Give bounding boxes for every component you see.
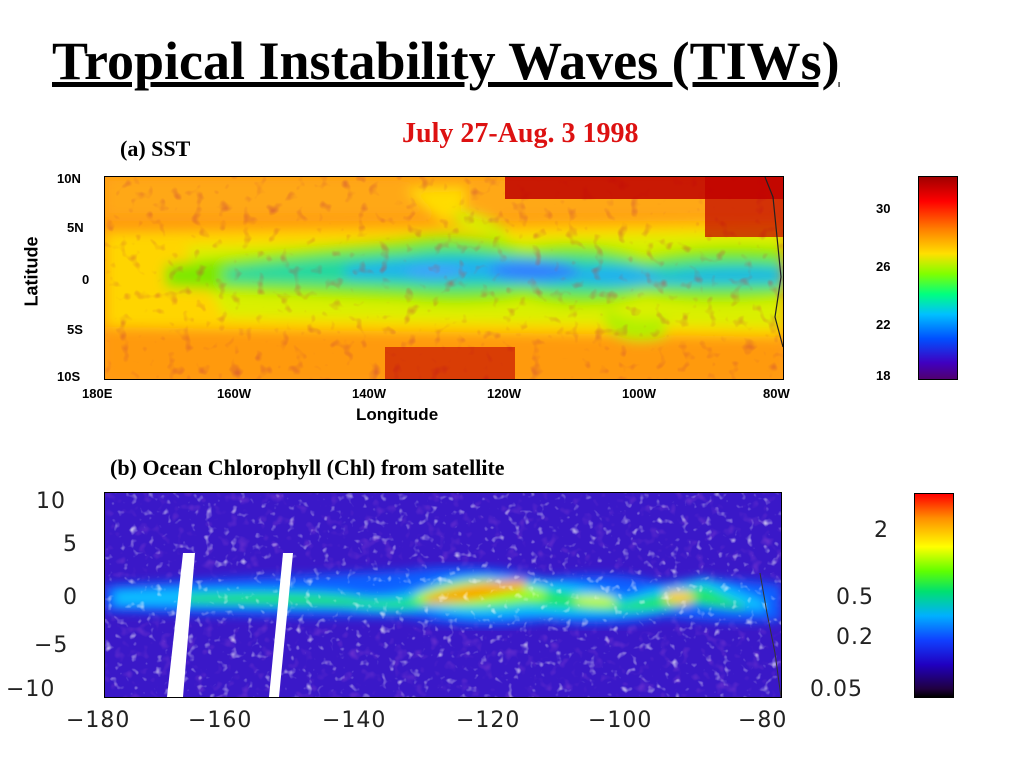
chl-colorbar [914, 493, 954, 698]
chl-y-tick: −5 [34, 633, 69, 658]
panel-a-label: (a) SST [120, 136, 191, 161]
sst-colorbar-tick: 30 [876, 201, 891, 216]
sst-x-tick: 180E [82, 386, 113, 401]
chl-x-tick: −140 [322, 708, 387, 733]
sst-x-tick: 160W [217, 386, 251, 401]
sst-x-tick: 140W [352, 386, 386, 401]
sst-y-tick: 0 [82, 272, 90, 287]
slide-title: Tropical Instability Waves (TIWs) [52, 31, 840, 91]
chl-y-tick: 10 [36, 489, 66, 514]
sst-x-axis-label: Longitude [356, 405, 439, 424]
sst-colorbar [918, 176, 958, 380]
sst-colorbar-tick: 26 [876, 259, 891, 274]
chl-x-tick: −160 [188, 708, 253, 733]
chl-colorbar-tick: 0.2 [836, 625, 874, 650]
sst-y-tick: 10N [57, 171, 81, 186]
sst-x-tick: 80W [763, 386, 790, 401]
sst-y-tick: 10S [57, 369, 81, 384]
chl-x-tick: −180 [66, 708, 131, 733]
sst-x-tick: 120W [487, 386, 521, 401]
sst-y-axis-label: Latitude [21, 236, 42, 307]
sst-colorbar-tick: 22 [876, 317, 891, 332]
chlorophyll-map [104, 492, 782, 698]
chl-colorbar-tick: 0.5 [836, 585, 874, 610]
chlorophyll-map-image [105, 493, 781, 697]
sst-y-tick: 5N [67, 220, 84, 235]
date-label: July 27-Aug. 3 1998 [402, 118, 639, 149]
panel-b-label: (b) Ocean Chlorophyll (Chl) from satelli… [110, 455, 505, 480]
chl-x-tick: −80 [738, 708, 788, 733]
chl-y-tick: −10 [6, 677, 56, 702]
chl-x-tick: −120 [456, 708, 521, 733]
chl-y-tick: 0 [63, 585, 78, 610]
chl-x-tick: −100 [588, 708, 653, 733]
chl-colorbar-tick: 0.05 [810, 677, 863, 702]
sst-colorbar-tick: 18 [876, 368, 891, 383]
chl-y-tick: 5 [63, 532, 78, 557]
sst-map-image [105, 177, 783, 379]
sst-x-tick: 100W [622, 386, 656, 401]
sst-map [104, 176, 784, 380]
sst-y-tick: 5S [67, 322, 83, 337]
chl-colorbar-tick: 2 [874, 518, 889, 543]
